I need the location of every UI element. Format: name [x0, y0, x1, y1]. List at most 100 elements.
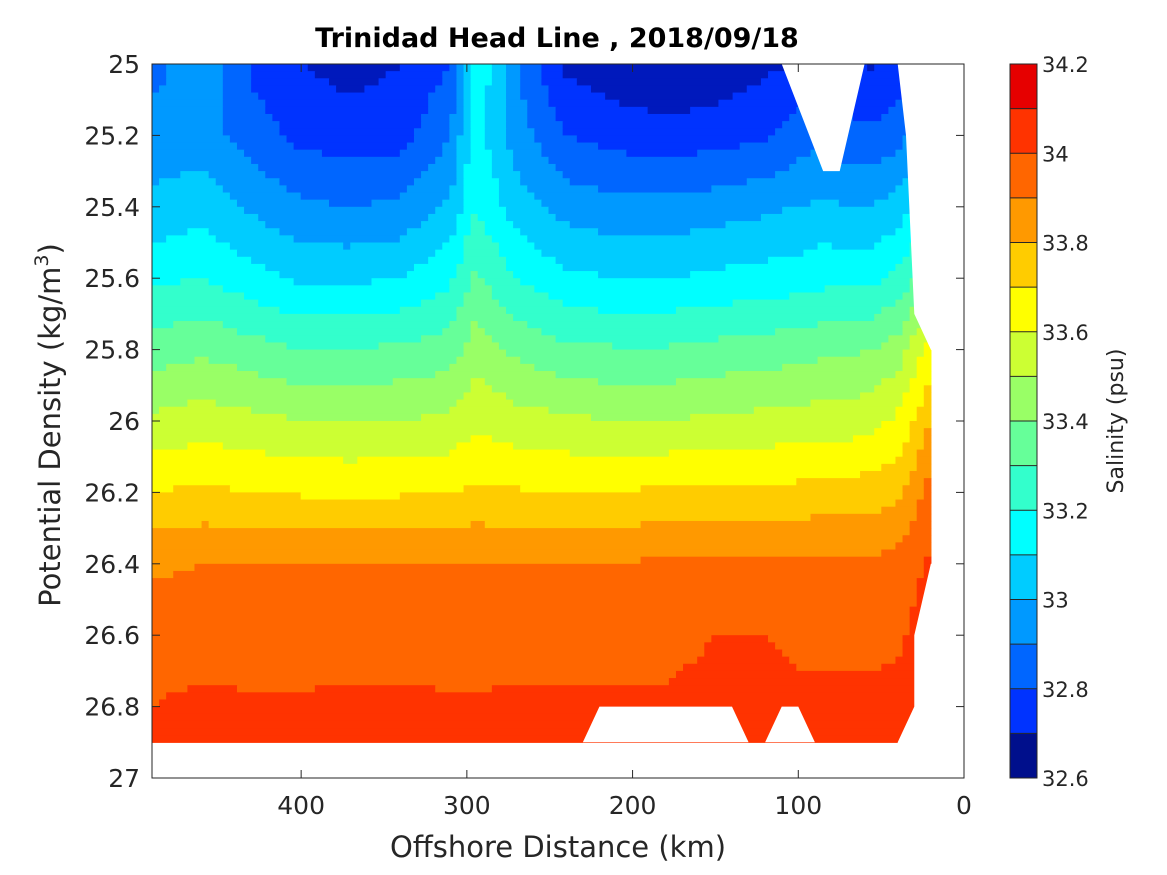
contour-cell: [463, 249, 500, 258]
contour-cell: [152, 628, 911, 636]
contour-cell: [152, 556, 642, 565]
y-tick-label: 26.4: [84, 550, 140, 579]
contour-cell: [874, 64, 911, 72]
contour-cell: [506, 71, 521, 79]
contour-cell: [916, 499, 932, 508]
y-tick-label: 25.8: [84, 336, 140, 365]
contour-cell: [562, 71, 769, 79]
contour-cell: [463, 349, 507, 358]
contour-cell: [152, 313, 458, 322]
contour-cell: [251, 71, 316, 79]
contour-cell: [810, 399, 904, 408]
contour-cell: [463, 78, 472, 87]
contour-cell: [470, 142, 486, 151]
contour-cell: [463, 206, 507, 215]
contour-cell: [251, 256, 429, 265]
contour-cell: [229, 242, 344, 251]
contour-cell: [831, 85, 904, 94]
contour-cell: [477, 213, 507, 222]
y-axis: 25 25.2 25.4 25.6 25.8 26 26.2 26.4 26.6 26.8 27: [84, 50, 964, 793]
colorbar-band: [1010, 733, 1037, 779]
contour-cell: [690, 106, 797, 115]
contour-cell: [782, 649, 904, 658]
contour-cell: [775, 642, 904, 651]
contour-cell: [895, 299, 918, 308]
contour-cell: [548, 406, 755, 415]
contour-cell: [392, 378, 472, 386]
contour-cell: [470, 92, 486, 101]
contour-cell: [236, 685, 316, 693]
contour-cell: [286, 135, 415, 144]
contour-cell: [470, 64, 493, 72]
contour-cell: [491, 71, 507, 79]
contour-cell: [484, 221, 514, 229]
contour-cell: [399, 192, 450, 201]
contour-cell: [881, 113, 911, 122]
contour-cell: [555, 371, 727, 379]
contour-cell: [152, 213, 259, 222]
contour-cell: [909, 421, 932, 429]
contour-cell: [279, 121, 422, 129]
contour-cell: [152, 371, 259, 379]
contour-cell: [187, 685, 238, 693]
contour-cell: [265, 335, 422, 344]
contour-cell: [796, 478, 911, 486]
contour-cell: [916, 356, 932, 365]
contour-cell: [902, 328, 918, 336]
contour-cell: [456, 306, 507, 315]
contour-cell: [152, 649, 705, 658]
contour-cell: [470, 156, 493, 165]
contour-cell: [902, 349, 925, 358]
contour-cell: [258, 92, 429, 101]
contour-cell: [916, 449, 932, 458]
contour-cell: [152, 378, 288, 386]
contour-cell: [470, 78, 493, 87]
contour-cell: [923, 492, 932, 501]
contour-cell: [732, 299, 897, 308]
contour-cell: [173, 485, 231, 493]
contour-cell: [229, 135, 288, 144]
colorbar-band: [1010, 64, 1037, 110]
contour-cell: [548, 292, 790, 301]
contour-cell: [562, 121, 783, 129]
contour-cell: [923, 485, 932, 493]
contour-cell: [463, 235, 493, 244]
contour-cell: [768, 635, 904, 643]
contour-cell: [329, 78, 380, 87]
contour-cell: [449, 363, 535, 372]
contour-cell: [456, 99, 465, 108]
contour-cell: [527, 321, 819, 329]
contour-cell: [435, 206, 465, 215]
contour-cell: [463, 256, 507, 265]
contour-cell: [810, 199, 840, 208]
contour-cell: [152, 585, 918, 593]
contour-cell: [385, 71, 443, 79]
contour-cell: [166, 363, 238, 372]
contour-cell: [768, 256, 904, 265]
contour-cell: [690, 413, 897, 422]
contour-cell: [704, 649, 783, 658]
contour-cell: [435, 249, 465, 258]
contour-cell: [541, 71, 564, 79]
contour-cell: [746, 178, 904, 186]
colorbar-band: [1010, 376, 1037, 422]
contour-cell: [406, 271, 458, 279]
contour-cell: [166, 71, 224, 79]
contour-cell: [527, 235, 882, 244]
contour-cell: [166, 78, 224, 87]
contour-cell: [916, 406, 932, 415]
contour-cell: [484, 99, 507, 108]
contour-cell: [456, 313, 514, 322]
contour-cell: [874, 385, 911, 394]
contour-cell: [152, 206, 245, 215]
contour-cell: [590, 85, 748, 94]
contour-cell: [902, 449, 918, 458]
contour-cell: [576, 78, 762, 87]
contour-cell: [152, 563, 196, 572]
y-tick-label: 26.6: [84, 621, 140, 650]
contour-cell: [152, 335, 266, 344]
contour-cell: [421, 335, 472, 344]
colorbar-tick-label: 32.6: [1042, 767, 1089, 791]
contour-cell: [152, 185, 224, 194]
contour-cell: [923, 478, 932, 486]
